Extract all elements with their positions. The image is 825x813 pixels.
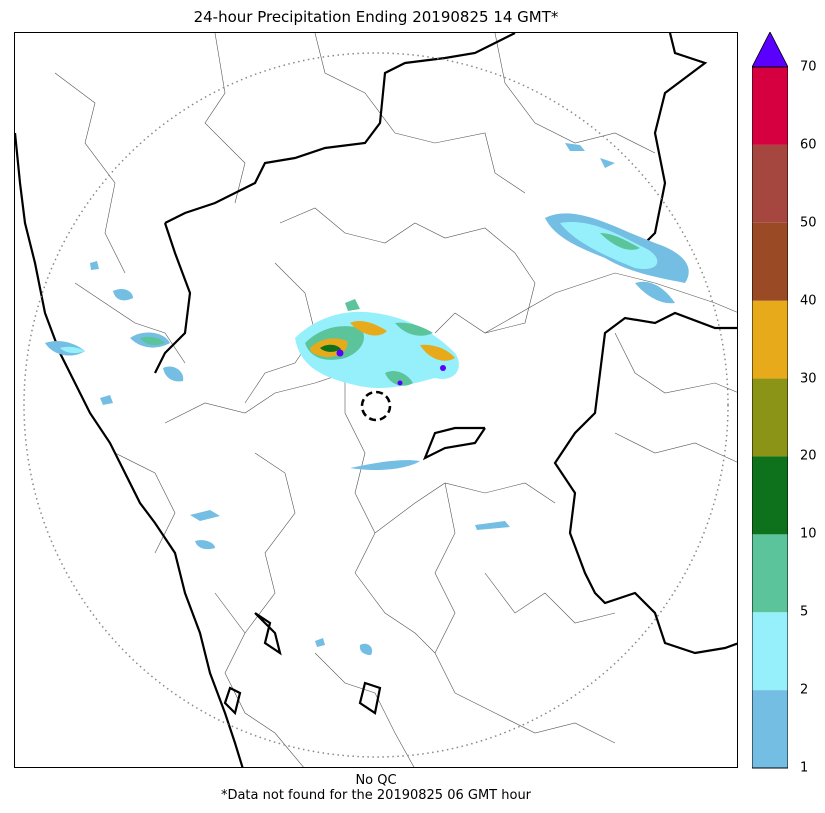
colorbar-level-20-30 <box>752 378 788 457</box>
precipitation-areas <box>45 143 689 655</box>
state-boundaries <box>15 33 737 767</box>
colorbar-extend-arrow <box>752 32 788 68</box>
colorbar-level-30-40 <box>752 300 788 379</box>
colorbar-tick-label: 2 <box>800 682 809 698</box>
colorbar-level-1-2 <box>752 690 788 768</box>
map-title: 24-hour Precipitation Ending 20190825 14… <box>193 8 559 26</box>
colorbar-tick-label: 5 <box>800 604 809 620</box>
colorbar-tick-label: 70 <box>800 59 817 75</box>
colorbar-levels <box>752 67 788 768</box>
colorbar-tick-label: 1 <box>800 760 809 776</box>
no-qc-note: No QC <box>355 773 397 788</box>
colorbar-tick-label: 30 <box>800 371 817 387</box>
colorbar-tick-label: 20 <box>800 448 817 464</box>
precipitation-map[interactable] <box>14 32 738 768</box>
colorbar-outline <box>752 66 788 769</box>
colorbar-level-50-60 <box>752 144 788 223</box>
range-ring <box>23 52 729 758</box>
district-boundaries <box>54 33 737 767</box>
colorbar-tick-label: 50 <box>800 215 817 231</box>
colorbar-level-40-50 <box>752 222 788 301</box>
colorbar-tick-label: 40 <box>800 293 817 309</box>
colorbar-level-5-10 <box>752 534 788 613</box>
colorbar-tick-label: 10 <box>800 526 817 542</box>
precipitation-colorbar <box>752 32 788 769</box>
radar-site-marker[interactable] <box>360 390 392 422</box>
colorbar-tick-label: 60 <box>800 137 817 153</box>
colorbar-level-10-20 <box>752 456 788 535</box>
map-canvas <box>15 33 737 767</box>
missing-data-note: *Data not found for the 20190825 06 GMT … <box>220 788 532 803</box>
colorbar-level-2-5 <box>752 612 788 691</box>
colorbar-level-60-70 <box>752 67 788 145</box>
